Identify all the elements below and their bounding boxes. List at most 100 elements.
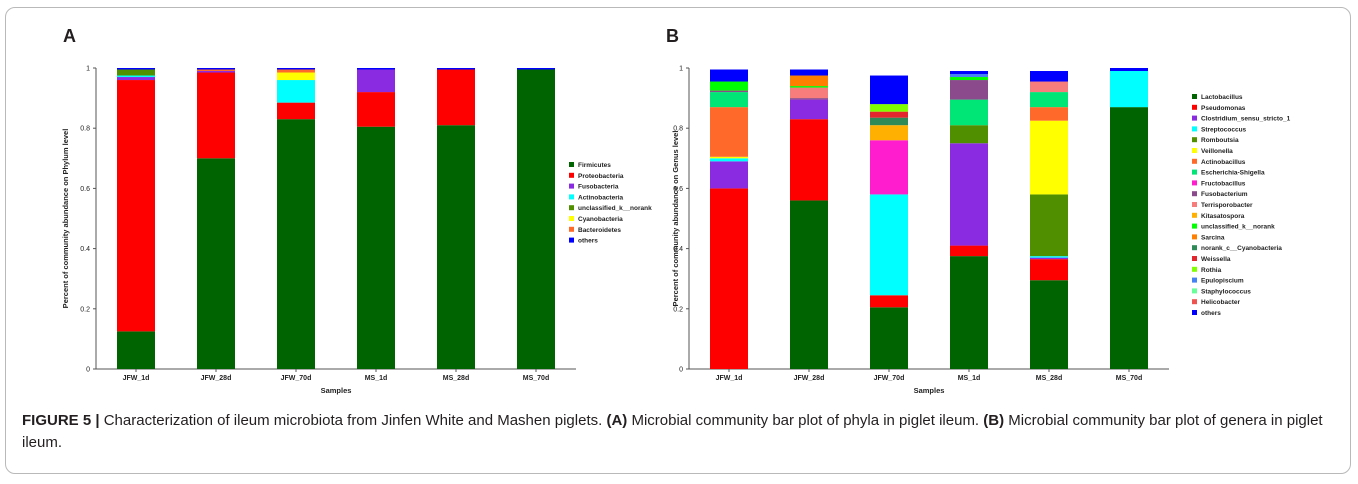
y-tick-label: 0 [86, 367, 90, 374]
x-tick-label: MS_1d [958, 375, 981, 382]
bar-segment [357, 126, 395, 369]
x-tick-label: MS_70d [523, 375, 549, 382]
legend-entry: Firmicutes [578, 162, 611, 169]
bar-segment [710, 81, 748, 91]
legend-entry: Rothia [1201, 267, 1222, 274]
bar-segment [710, 156, 748, 159]
legend-entry: Kitasatospora [1201, 213, 1245, 220]
figure-frame [5, 7, 1351, 474]
legend-swatch [1192, 148, 1197, 153]
bar-segment [950, 256, 988, 369]
legend-swatch [1192, 245, 1197, 251]
bar-segment [197, 71, 235, 73]
bar-segment [117, 75, 155, 78]
phylum-bar-chart: 0 0.2 0.4 0.6 0.8 1 Percent of community abund… [61, 66, 652, 396]
y-axis-label: Percent of community abundance on Phylum… [61, 129, 70, 309]
y-tick-label: 0.8 [673, 126, 683, 133]
legend-entry: Proteobacteria [578, 173, 624, 180]
y-tick-label: 0.6 [673, 186, 683, 193]
legend-swatch [1192, 288, 1197, 294]
bar-segment [790, 87, 828, 99]
legend-entry: unclassified_k__norank [1201, 224, 1275, 231]
caption-text-2: Microbial community bar plot of phyla in… [627, 412, 984, 429]
x-axis-label: Samples [321, 386, 352, 395]
bar-segment [357, 69, 395, 93]
y-tick-label: 0.4 [673, 246, 683, 253]
bar-segment [950, 74, 988, 78]
bar-segment [1110, 107, 1148, 369]
legend-entry: Fusobacterium [1201, 191, 1248, 198]
bar-segment [197, 72, 235, 159]
legend-entry: Bacteroidetes [578, 227, 621, 234]
legend-swatch [1192, 169, 1197, 175]
legend-swatch [1192, 223, 1197, 229]
bar-segment [197, 69, 235, 72]
genus-bar-chart: 0 0.2 0.4 0.6 0.8 1 Percent of community abund… [671, 66, 1291, 396]
panel-a-label: A [63, 26, 76, 46]
bar-segment [790, 99, 828, 120]
bar-segment [1030, 120, 1068, 195]
bar-segment [870, 117, 908, 126]
figure-label: FIGURE 5 | [22, 412, 100, 429]
caption-text-3: Microbial community bar plot of genera i… [22, 412, 1323, 451]
legend-swatch [1192, 191, 1197, 197]
bar-segment [1030, 107, 1068, 121]
legend-entry: Fructobacillus [1201, 180, 1246, 187]
bar-segment [517, 68, 555, 70]
bar-segment [1030, 256, 1068, 258]
legend-entry: Epulopiscium [1201, 278, 1244, 285]
bar-stack-MS_70d [517, 68, 555, 369]
x-tick-label: JFW_1d [123, 375, 150, 382]
legend-entry: Clostridium_sensu_stricto_1 [1201, 116, 1291, 123]
bar-segment [710, 107, 748, 157]
bar-stack-MS_28d [1030, 71, 1068, 369]
legend-swatch [1192, 234, 1197, 240]
bar-segment [790, 200, 828, 369]
y-tick-label: 0.2 [80, 306, 90, 313]
bar-segment [117, 69, 155, 76]
x-tick-label: JFW_1d [716, 375, 743, 382]
bar-segment [870, 295, 908, 308]
y-axis-label: Percent of community abundance on Genus … [671, 131, 680, 307]
legend-entry: Escherichia-Shigella [1201, 170, 1265, 177]
legend-swatch [1192, 158, 1197, 164]
bar-segment [710, 69, 748, 82]
legend-swatch [1192, 266, 1197, 272]
bar-segment [870, 194, 908, 296]
bar-segment [1030, 257, 1068, 260]
legend-entry: others [1201, 310, 1221, 317]
legend-swatch [1192, 299, 1197, 305]
bar-segment [950, 80, 988, 100]
x-tick-label: JFW_28d [201, 375, 232, 382]
x-tick-label: MS_28d [1036, 375, 1062, 382]
legend-swatch [1192, 310, 1197, 315]
x-tick-label: MS_70d [1116, 375, 1142, 382]
bar-segment [950, 245, 988, 257]
legend-swatch [1192, 104, 1197, 110]
bar-segment [197, 68, 235, 70]
legend: Firmicutes Proteobacteria Fusobacteria Acti… [569, 162, 652, 245]
bar-segment [870, 104, 908, 112]
bar-segment [950, 143, 988, 246]
bar-segment [790, 98, 828, 100]
bar-segment [277, 69, 315, 73]
bar-segment [357, 92, 395, 127]
y-tick-label: 0.6 [80, 186, 90, 193]
panel-b-label: B [666, 26, 679, 46]
legend-swatch [569, 205, 574, 211]
bar-segment [790, 119, 828, 201]
bar-stack-MS_1d [950, 71, 988, 369]
bar-segment [1030, 71, 1068, 82]
bar-segment [950, 71, 988, 75]
bar-segment [1030, 81, 1068, 93]
bar-segment [437, 125, 475, 369]
bar-segment [710, 92, 748, 108]
legend-swatch [1192, 137, 1197, 143]
bar-segment [1030, 194, 1068, 257]
bar-segment [790, 86, 828, 88]
x-tick-label: JFW_28d [794, 375, 825, 382]
legend-entry: Veillonella [1201, 148, 1233, 155]
legend-entry: Fusobacteria [578, 184, 619, 191]
caption-ref-b: (B) [983, 412, 1005, 429]
legend-swatch [569, 172, 574, 178]
